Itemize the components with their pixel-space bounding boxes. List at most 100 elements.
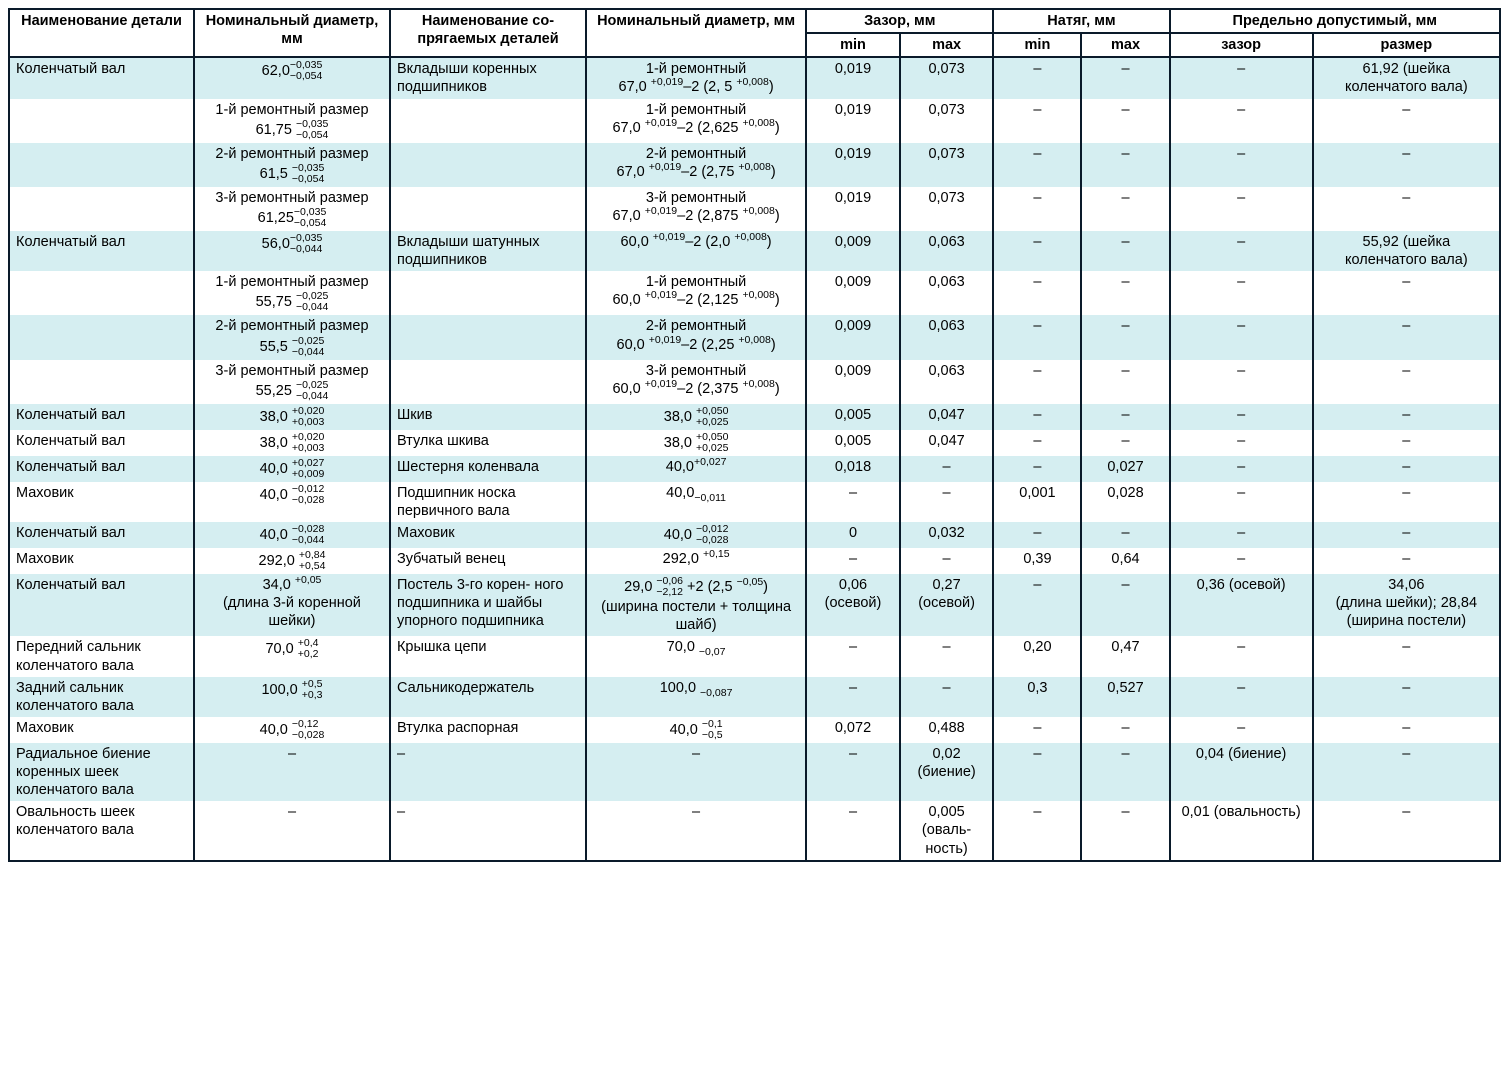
table-row: Маховик40,0 −0,12−0,028Втулка распорная4… [9, 717, 1500, 743]
table-cell: 0,032 [900, 522, 994, 548]
table-cell: 0,073 [900, 99, 994, 143]
table-cell: 0,001 [993, 482, 1081, 522]
table-cell: – [900, 548, 994, 574]
table-cell: 1-й ремонтный размер61,75 −0,035−0,054 [194, 99, 390, 143]
table-cell: 0,019 [806, 99, 900, 143]
table-cell: – [993, 99, 1081, 143]
table-cell: – [900, 636, 994, 676]
table-cell: 61,92 (шейка коленчатого вала) [1313, 57, 1500, 98]
table-cell: 40,0 −0,1−0,5 [586, 717, 806, 743]
table-cell: 0,02 (биение) [900, 743, 994, 801]
table-cell: – [1170, 482, 1313, 522]
table-cell: 2-й ремонтный размер55,5 −0,025−0,044 [194, 315, 390, 359]
table-cell: 292,0 +0,84+0,54 [194, 548, 390, 574]
table-cell: Вкладыши шатунных подшипников [390, 231, 586, 271]
table-cell: 0,047 [900, 404, 994, 430]
table-cell [9, 187, 194, 231]
table-cell: – [1170, 456, 1313, 482]
table-cell: 0,005 (оваль- ность) [900, 801, 994, 860]
table-cell: – [993, 404, 1081, 430]
table-cell: – [806, 482, 900, 522]
table-cell: – [993, 360, 1081, 404]
table-cell: 0,20 [993, 636, 1081, 676]
table-cell: – [1081, 404, 1169, 430]
table-cell: – [1170, 522, 1313, 548]
table-cell [9, 99, 194, 143]
table-cell: – [1170, 57, 1313, 98]
table-cell: – [900, 677, 994, 717]
table-cell: 0,009 [806, 315, 900, 359]
table-cell: 3-й ремонтный размер61,25−0,035−0,054 [194, 187, 390, 231]
table-cell: 0,009 [806, 271, 900, 315]
table-cell: Коленчатый вал [9, 430, 194, 456]
table-cell: Коленчатый вал [9, 57, 194, 98]
table-cell: 0,39 [993, 548, 1081, 574]
table-cell: – [993, 430, 1081, 456]
table-cell: Вкладыши коренных подшипников [390, 57, 586, 98]
th-limit: Предельно допустимый, мм [1170, 9, 1500, 33]
table-cell: 3-й ремонтный60,0 +0,019–2 (2,375 +0,008… [586, 360, 806, 404]
table-cell [390, 143, 586, 187]
table-cell: 0,073 [900, 57, 994, 98]
table-cell: – [1313, 801, 1500, 860]
table-cell: – [1313, 271, 1500, 315]
table-cell: 29,0 −0,06−2,12 +2 (2,5 −0,05)(ширина по… [586, 574, 806, 636]
table-cell: – [1313, 522, 1500, 548]
table-cell: – [1170, 430, 1313, 456]
table-cell: Маховик [9, 548, 194, 574]
table-cell: 40,0 −0,028−0,044 [194, 522, 390, 548]
table-cell [390, 187, 586, 231]
table-cell: – [1081, 574, 1169, 636]
table-cell: 40,0 −0,12−0,028 [194, 717, 390, 743]
table-cell: – [586, 801, 806, 860]
table-row: Радиальное биение коренных шеек коленчат… [9, 743, 1500, 801]
table-cell: – [1313, 548, 1500, 574]
table-cell: 0,36 (осевой) [1170, 574, 1313, 636]
table-cell: – [390, 801, 586, 860]
table-cell: – [1081, 315, 1169, 359]
table-cell: 40,0+0,027 [586, 456, 806, 482]
table-cell: 0 [806, 522, 900, 548]
table-cell: – [1313, 677, 1500, 717]
table-cell: – [993, 187, 1081, 231]
table-cell: Зубчатый венец [390, 548, 586, 574]
table-row: Коленчатый вал40,0 +0,027+0,009Шестерня … [9, 456, 1500, 482]
table-cell: Коленчатый вал [9, 574, 194, 636]
table-cell: – [1170, 99, 1313, 143]
table-cell: 0,01 (овальность) [1170, 801, 1313, 860]
table-row: Коленчатый вал34,0 +0,05(длина 3-й корен… [9, 574, 1500, 636]
table-header: Наименование детали Номинальный диаметр,… [9, 9, 1500, 57]
th-diameter: Номинальный диаметр, мм [194, 9, 390, 57]
table-cell: – [1081, 743, 1169, 801]
table-cell: 40,0 +0,027+0,009 [194, 456, 390, 482]
table-cell: 2-й ремонтный67,0 +0,019–2 (2,75 +0,008) [586, 143, 806, 187]
table-cell: – [1081, 143, 1169, 187]
table-cell: 100,0 +0,5+0,3 [194, 677, 390, 717]
table-cell: – [993, 57, 1081, 98]
table-cell: 0,488 [900, 717, 994, 743]
table-cell: – [1313, 404, 1500, 430]
table-cell: 0,009 [806, 231, 900, 271]
table-cell: – [993, 315, 1081, 359]
table-cell [9, 143, 194, 187]
table-cell: 0,063 [900, 231, 994, 271]
table-cell: Втулка шкива [390, 430, 586, 456]
table-body: Коленчатый вал62,0−0,035−0,054Вкладыши к… [9, 57, 1500, 860]
table-cell: Коленчатый вал [9, 456, 194, 482]
table-cell: 0,27 (осевой) [900, 574, 994, 636]
table-cell [390, 271, 586, 315]
th-gap-min: min [806, 33, 900, 57]
table-cell: – [1313, 99, 1500, 143]
table-cell: 0,028 [1081, 482, 1169, 522]
table-cell: 0,018 [806, 456, 900, 482]
table-cell: 0,64 [1081, 548, 1169, 574]
table-cell: Коленчатый вал [9, 522, 194, 548]
table-cell: – [1313, 717, 1500, 743]
table-row: Маховик40,0 −0,012−0,028Подшипник носка … [9, 482, 1500, 522]
table-cell: 0,073 [900, 143, 994, 187]
table-cell: 0,04 (биение) [1170, 743, 1313, 801]
table-cell: 0,06 (осевой) [806, 574, 900, 636]
table-cell: – [900, 456, 994, 482]
table-cell: Шестерня коленвала [390, 456, 586, 482]
table-row: Коленчатый вал62,0−0,035−0,054Вкладыши к… [9, 57, 1500, 98]
